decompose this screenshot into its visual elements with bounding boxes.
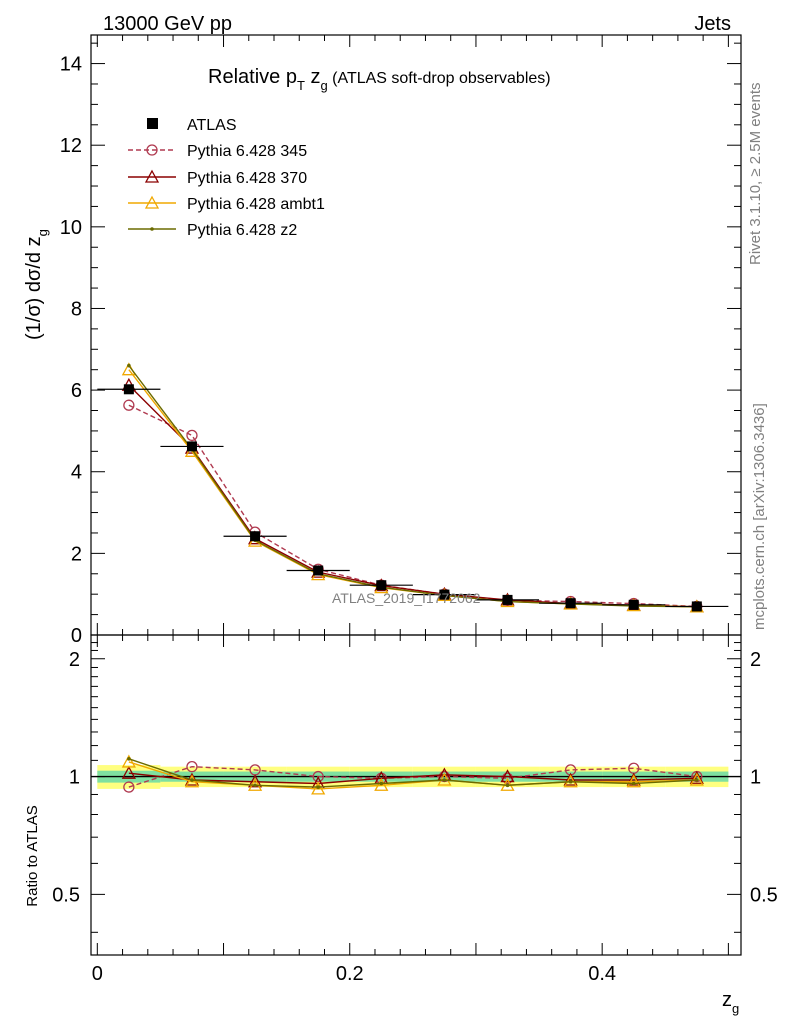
rivet-version-label: Rivet 3.1.10, ≥ 2.5M events <box>747 83 764 266</box>
ratio-pythia-6-428-ambt1-point <box>311 781 326 795</box>
y-tick-label: 14 <box>60 54 82 76</box>
ratio-pythia-6-428-ambt1-line <box>128 761 697 790</box>
ratio-pythia-6-428-370-point <box>563 772 578 786</box>
ratio-pythia-6-428-ambt1-point <box>121 754 136 768</box>
ratio-y-tick-label: 0.5 <box>52 884 80 906</box>
series-pythia-6-428-345-point <box>123 399 135 411</box>
plot-title: Relative pT zg (ATLAS soft-drop observab… <box>208 66 551 93</box>
y-tick-label: 4 <box>71 462 82 484</box>
legend-pythia-6-428-370-marker <box>144 169 160 183</box>
legend-pythia-6-428-z2-marker <box>150 227 154 231</box>
series-atlas-point <box>502 594 513 605</box>
series-atlas-point <box>439 589 450 600</box>
ratio-pythia-6-428-z2-point <box>127 757 131 761</box>
y-tick-label: 10 <box>60 217 82 239</box>
series-atlas-point <box>691 601 702 612</box>
ratio-pythia-6-428-z2-point <box>190 778 194 782</box>
series-atlas-point <box>123 384 134 395</box>
legend-pythia-6-428-345-marker <box>146 144 158 156</box>
legend-atlas-marker <box>147 118 158 129</box>
ratio-pythia-6-428-345-line <box>128 765 697 788</box>
ratio-plot-frame <box>90 634 742 956</box>
legend: ATLAS Pythia 6.428 345 Pythia 6.428 370 Pyt… <box>128 117 325 239</box>
series-pythia-6-428-ambt1-line <box>128 369 697 608</box>
series-pythia-6-428-345-point <box>186 429 198 442</box>
header-right: Jets <box>694 13 731 35</box>
y-tick-label: 12 <box>60 135 82 157</box>
y-tick-label: 6 <box>71 380 82 402</box>
series-atlas-point <box>186 441 197 452</box>
ratio-pythia-6-428-z2-line <box>128 758 697 788</box>
legend-pythia-6-428-345-label: Pythia 6.428 345 <box>187 143 307 160</box>
ratio-pythia-6-428-z2-point <box>253 783 257 788</box>
series-pythia-6-428-370-line <box>128 384 697 608</box>
x-tick-label: 0.2 <box>336 963 364 985</box>
ratio-pythia-6-428-345-point <box>186 761 198 773</box>
y-tick-label: 0 <box>71 625 82 647</box>
x-tick-label: 0.4 <box>588 963 616 985</box>
ratio-pythia-6-428-370-point <box>121 765 136 779</box>
ratio-y-tick-label: 2 <box>69 649 80 671</box>
ratio-pythia-6-428-z2-point <box>442 778 447 782</box>
series-atlas-point <box>313 565 324 576</box>
y-tick-label: 2 <box>71 543 82 565</box>
ratio-pythia-6-428-ambt1-point <box>626 774 641 788</box>
series-atlas-point <box>565 598 576 609</box>
ratio-pythia-6-428-ambt1-point <box>374 777 389 791</box>
ratio-pythia-6-428-345-point <box>123 781 135 793</box>
legend-pythia-6-428-ambt1-label: Pythia 6.428 ambt1 <box>187 196 325 213</box>
ratio-pythia-6-428-370-line <box>128 772 697 785</box>
ratio-y-tick-label: 1 <box>69 767 80 789</box>
legend-atlas-label: ATLAS <box>187 117 237 134</box>
ratio-y-tick-label-right: 0.5 <box>750 884 778 906</box>
ratio-pythia-6-428-z2-point <box>568 779 573 784</box>
x-axis-label: zg <box>722 989 739 1016</box>
series-atlas-point <box>628 599 639 610</box>
legend-pythia-6-428-z2-label: Pythia 6.428 z2 <box>187 222 297 239</box>
ratio-pythia-6-428-370-point <box>689 770 704 784</box>
ratio-pythia-6-428-370-point <box>500 769 515 783</box>
header-left: 13000 GeV pp <box>103 13 232 35</box>
ratio-pythia-6-428-ambt1-point <box>184 774 200 788</box>
y-axis-label: (1/σ) dσ/d zg <box>23 229 50 340</box>
series-atlas-point <box>376 580 387 591</box>
series-atlas-point <box>250 531 261 542</box>
x-tick-label: 0 <box>92 963 103 985</box>
series-pythia-6-428-z2-point <box>127 363 131 368</box>
legend-pythia-6-428-370-label: Pythia 6.428 370 <box>187 170 307 187</box>
ratio-pythia-6-428-z2-point <box>505 783 510 788</box>
ratio-y-tick-label-right: 1 <box>750 767 761 789</box>
ratio-pythia-6-428-z2-point <box>379 781 384 786</box>
mcplots-label: mcplots.cern.ch [arXiv:1306.3436] <box>751 403 768 630</box>
y-tick-label: 8 <box>71 298 82 320</box>
ratio-plot: 0 0.2 0.4 0.5 0.5 1 1 2 2 <box>52 634 778 985</box>
ratio-y-axis-label: Ratio to ATLAS <box>24 805 41 906</box>
ratio-pythia-6-428-z2-point <box>695 778 699 782</box>
series-pythia-6-428-z2-line <box>128 365 697 608</box>
ratio-pythia-6-428-345-point <box>501 772 514 784</box>
ratio-pythia-6-428-z2-point <box>316 785 320 789</box>
ratio-y-tick-label-right: 2 <box>750 649 761 671</box>
series-pythia-6-428-345-line <box>128 404 697 608</box>
analysis-watermark: ATLAS_2019_I1772062 <box>332 590 481 606</box>
ratio-pythia-6-428-z2-point <box>631 781 636 786</box>
legend-pythia-6-428-ambt1-marker <box>144 195 160 209</box>
